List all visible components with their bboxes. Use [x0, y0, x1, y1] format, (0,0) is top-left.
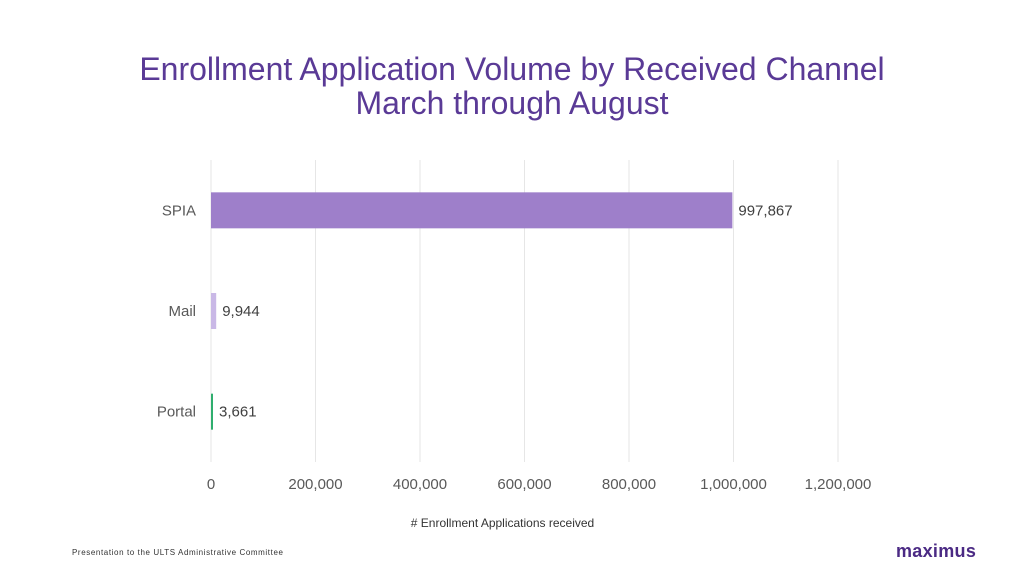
- bar-spia: [211, 192, 733, 229]
- maximus-logo: maximus: [896, 541, 977, 561]
- x-tick-label-6: 1,200,000: [805, 476, 872, 493]
- chart-title-line2: March through August: [355, 85, 669, 121]
- x-tick-label-5: 1,000,000: [700, 476, 767, 493]
- data-label-mail: 9,944: [222, 303, 260, 320]
- footer-text: Presentation to the ULTS Administrative …: [72, 548, 284, 557]
- category-label-mail: Mail: [168, 303, 196, 320]
- bar-mail: [211, 293, 217, 329]
- x-tick-label-1: 200,000: [288, 476, 342, 493]
- x-tick-label-0: 0: [207, 476, 215, 493]
- category-label-spia: SPIA: [162, 202, 196, 219]
- x-tick-label-4: 800,000: [602, 476, 656, 493]
- x-tick-label-2: 400,000: [393, 476, 447, 493]
- x-tick-label-3: 600,000: [497, 476, 551, 493]
- chart-title: Enrollment Application Volume by Receive…: [0, 52, 1024, 120]
- data-label-spia: 997,867: [738, 202, 792, 219]
- chart-title-line1: Enrollment Application Volume by Receive…: [139, 51, 885, 87]
- category-label-portal: Portal: [157, 404, 196, 421]
- x-axis-label: # Enrollment Applications received: [411, 516, 594, 530]
- data-label-portal: 3,661: [219, 404, 257, 421]
- bar-portal: [211, 393, 213, 430]
